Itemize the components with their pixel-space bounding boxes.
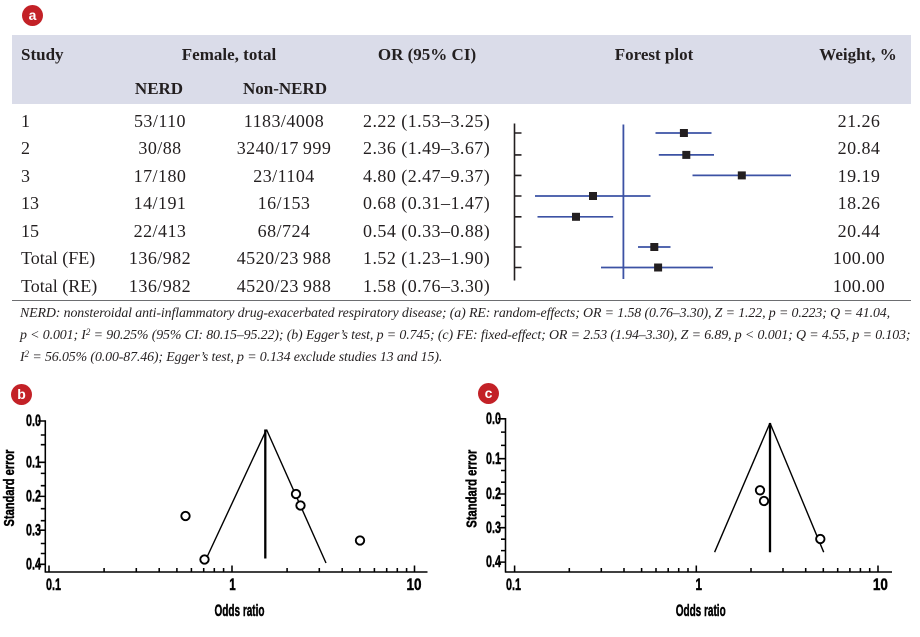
svg-text:0.0: 0.0 bbox=[486, 410, 501, 428]
svg-text:0.2: 0.2 bbox=[486, 485, 501, 503]
svg-text:0.2: 0.2 bbox=[26, 488, 41, 506]
svg-text:0.3: 0.3 bbox=[26, 521, 41, 539]
svg-text:10: 10 bbox=[873, 576, 888, 594]
svg-text:0.4: 0.4 bbox=[26, 555, 42, 573]
svg-text:0.1: 0.1 bbox=[26, 453, 41, 471]
svg-text:0.1: 0.1 bbox=[486, 450, 501, 468]
svg-text:Odds ratio: Odds ratio bbox=[215, 602, 265, 620]
svg-text:0.0: 0.0 bbox=[26, 412, 41, 430]
svg-text:0.3: 0.3 bbox=[486, 519, 501, 537]
svg-text:1: 1 bbox=[229, 576, 236, 594]
svg-text:Standard error: Standard error bbox=[463, 450, 480, 528]
svg-text:0.1: 0.1 bbox=[46, 576, 61, 594]
svg-text:1: 1 bbox=[695, 576, 702, 594]
svg-text:0.4: 0.4 bbox=[486, 553, 502, 571]
svg-text:0.1: 0.1 bbox=[506, 576, 521, 594]
svg-text:Standard error: Standard error bbox=[1, 449, 18, 526]
svg-text:10: 10 bbox=[407, 576, 422, 594]
svg-text:Odds ratio: Odds ratio bbox=[676, 602, 726, 620]
